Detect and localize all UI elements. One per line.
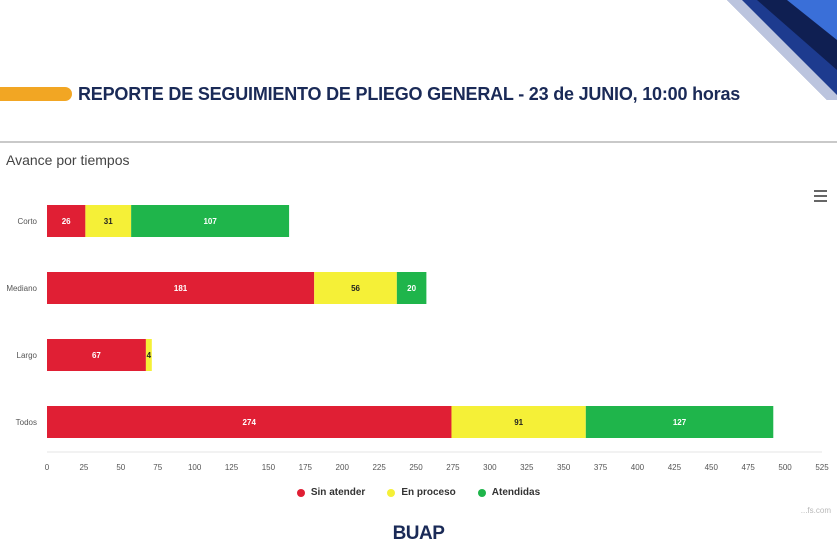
data-label: 91 xyxy=(514,418,523,427)
legend-item[interactable]: Atendidas xyxy=(477,487,541,498)
x-tick-label: 525 xyxy=(815,463,829,472)
data-label: 31 xyxy=(104,217,113,226)
data-label: 181 xyxy=(174,284,188,293)
bar-segment xyxy=(47,272,315,304)
legend-label: Sin atender xyxy=(310,487,366,498)
legend-dot-icon xyxy=(477,488,486,497)
category-label: Mediano xyxy=(6,284,37,293)
bar-segment xyxy=(314,272,397,304)
page-title: REPORTE DE SEGUIMIENTO DE PLIEGO GENERAL… xyxy=(78,84,741,104)
legend-item[interactable]: En proceso xyxy=(387,487,456,498)
data-label: 274 xyxy=(243,418,257,427)
x-tick-label: 500 xyxy=(778,463,792,472)
legend-dot-icon xyxy=(387,488,396,497)
data-label: 4 xyxy=(147,351,152,360)
data-label: 67 xyxy=(92,351,101,360)
x-tick-label: 275 xyxy=(446,463,460,472)
data-label: 56 xyxy=(351,284,360,293)
chart-title: Avance por tiempos xyxy=(6,152,130,168)
bar-segment xyxy=(396,272,427,304)
x-tick-label: 50 xyxy=(116,463,125,472)
x-tick-label: 250 xyxy=(409,463,423,472)
category-label: Largo xyxy=(17,351,38,360)
x-tick-label: 375 xyxy=(594,463,608,472)
category-label: Todos xyxy=(16,418,37,427)
brand-logo: BUAP xyxy=(392,523,445,544)
title-accent-bar xyxy=(0,87,72,101)
x-tick-label: 400 xyxy=(631,463,645,472)
x-tick-label: 225 xyxy=(372,463,386,472)
x-tick-label: 100 xyxy=(188,463,202,472)
bar-segment xyxy=(85,205,132,237)
data-label: 107 xyxy=(203,217,217,226)
x-tick-label: 175 xyxy=(299,463,313,472)
x-tick-label: 200 xyxy=(336,463,350,472)
legend-dot-icon xyxy=(296,488,305,497)
legend-item[interactable]: Sin atender xyxy=(296,487,366,498)
data-label: 20 xyxy=(407,284,416,293)
bar-segment xyxy=(131,205,290,237)
x-tick-label: 125 xyxy=(225,463,239,472)
corner-decoration xyxy=(727,0,837,100)
bar-segment xyxy=(145,339,152,371)
x-tick-label: 150 xyxy=(262,463,276,472)
x-tick-label: 75 xyxy=(153,463,162,472)
bar-segment xyxy=(47,406,452,438)
bar-segment xyxy=(47,205,86,237)
legend-label: En proceso xyxy=(401,487,456,498)
x-tick-label: 300 xyxy=(483,463,497,472)
x-tick-label: 450 xyxy=(705,463,719,472)
hamburger-icon[interactable] xyxy=(814,190,827,202)
legend-label: Atendidas xyxy=(491,487,541,498)
x-tick-label: 0 xyxy=(45,463,50,472)
stacked-bar-chart: 0 25 50 75 100 125 150 175 200 225 250 275 300 325 350… xyxy=(6,205,829,472)
bar-segment xyxy=(585,406,774,438)
bar-segment xyxy=(451,406,586,438)
bar-segment xyxy=(47,339,146,371)
category-label: Corto xyxy=(17,217,37,226)
data-label: 26 xyxy=(62,217,71,226)
chart-legend: Sin atender En proceso Atendidas xyxy=(0,487,837,498)
x-tick-label: 25 xyxy=(79,463,88,472)
divider xyxy=(0,141,837,143)
x-tick-label: 350 xyxy=(557,463,571,472)
data-label: 127 xyxy=(673,418,687,427)
credit-text: ...fs.com xyxy=(800,506,831,515)
x-tick-label: 325 xyxy=(520,463,534,472)
x-tick-label: 475 xyxy=(742,463,756,472)
x-tick-label: 425 xyxy=(668,463,682,472)
